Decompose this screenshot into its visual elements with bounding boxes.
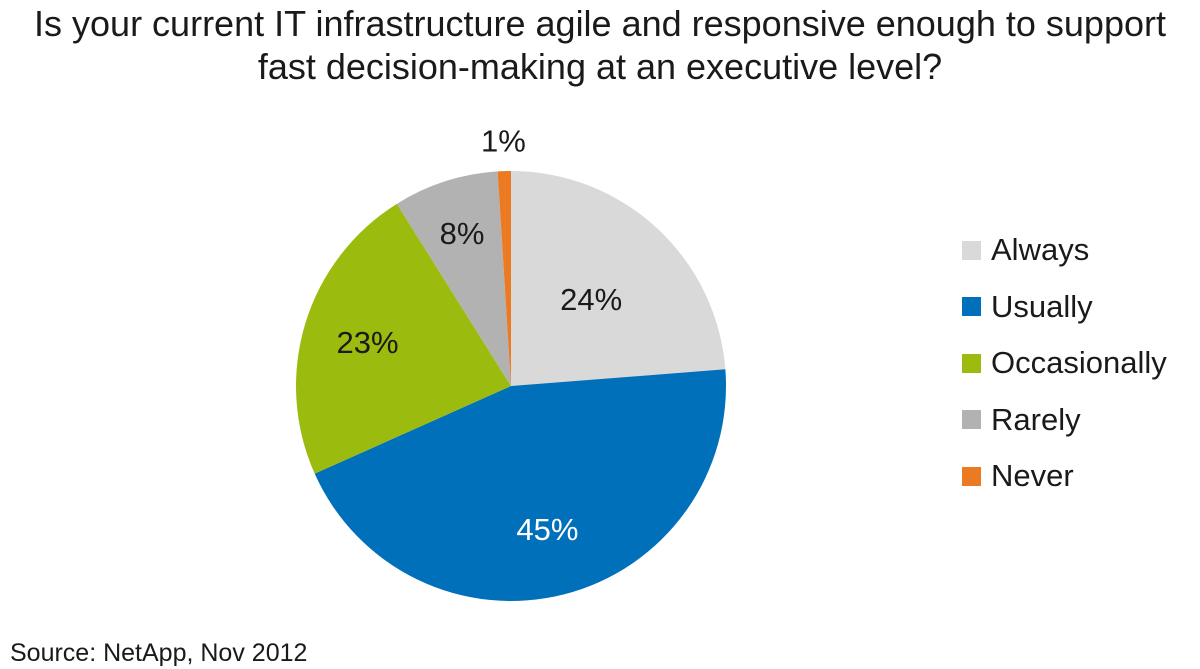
chart-legend: Always Usually Occasionally Rarely Never	[962, 222, 1167, 505]
legend-label-always: Always	[991, 232, 1090, 268]
pie-slice-occasionally	[295, 203, 511, 474]
source-note: Source: NetApp, Nov 2012	[10, 639, 308, 667]
pie-slice-labels: 24% 45% 23% 8% 1%	[336, 124, 622, 547]
chart-title-line-1: Is your current IT infrastructure agile …	[34, 3, 1166, 44]
pie-label-always: 24%	[560, 282, 622, 317]
pie-slice-never	[497, 171, 511, 386]
legend-swatch-usually	[962, 297, 981, 317]
legend-item-always: Always	[962, 222, 1167, 279]
pie-label-never: 1%	[481, 124, 526, 159]
pie-slice-usually	[314, 369, 726, 602]
legend-label-occasionally: Occasionally	[991, 345, 1167, 381]
legend-label-rarely: Rarely	[991, 401, 1081, 437]
pie-slice-always	[511, 171, 726, 386]
pie-slices	[295, 171, 726, 602]
legend-label-never: Never	[991, 458, 1074, 494]
pie-slice-rarely	[396, 171, 511, 386]
chart-title: Is your current IT infrastructure agile …	[0, 2, 1200, 88]
legend-item-usually: Usually	[962, 279, 1167, 336]
pie-label-rarely: 8%	[440, 216, 485, 251]
chart-title-line-2: fast decision-making at an executive lev…	[257, 46, 943, 87]
legend-item-rarely: Rarely	[962, 392, 1167, 449]
legend-swatch-never	[962, 466, 981, 486]
legend-swatch-rarely	[962, 410, 981, 430]
legend-swatch-occasionally	[962, 353, 981, 373]
legend-item-occasionally: Occasionally	[962, 335, 1167, 392]
legend-item-never: Never	[962, 448, 1167, 505]
legend-label-usually: Usually	[991, 288, 1093, 324]
pie-label-occasionally: 23%	[336, 325, 398, 360]
legend-swatch-always	[962, 240, 981, 260]
pie-label-usually: 45%	[516, 512, 578, 547]
